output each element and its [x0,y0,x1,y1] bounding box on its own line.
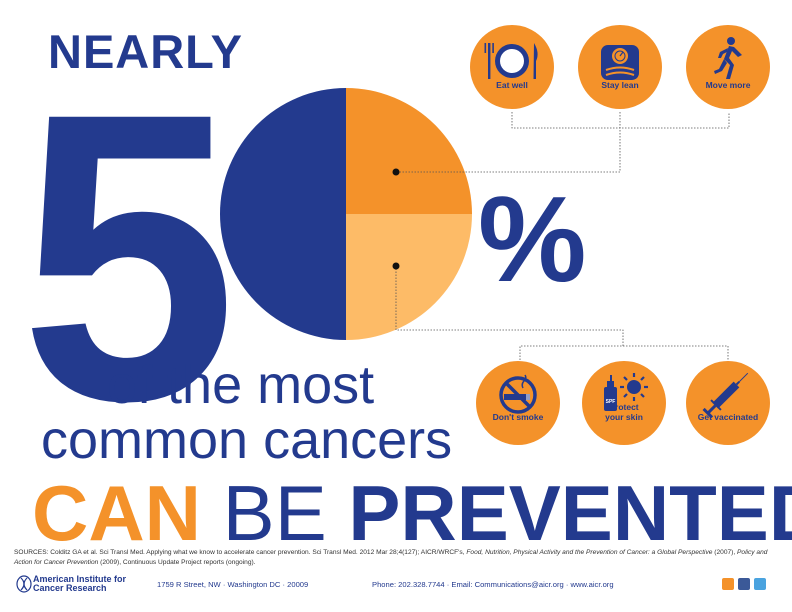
sources-suffix: (2009), Continuous Update Project report… [98,558,256,566]
action-dont-smoke: Don't smoke [476,361,560,445]
headline-five: 5 [20,27,237,486]
plate-fork-knife-icon [484,43,538,79]
headline-prevented-row: CAN BE PREVENTED [32,474,792,552]
org-name: American Institute for Cancer Research [33,574,127,594]
sources-title1: Food, Nutrition, Physical Activity and t… [466,549,650,556]
protect-line1: Protect [609,402,639,413]
org-name-line2: Cancer Research [33,583,107,594]
connector-dot-bottom [392,262,400,270]
sunscreen-sun-icon: SPF [604,373,648,411]
percent-sign: % [478,171,587,307]
action-label-eat-well: Eat well [496,80,528,91]
scale-icon [601,45,639,80]
action-label-get-vaccinated: Get vaccinated [697,412,759,423]
aicr-logo-icon [16,575,32,593]
action-move-more: Move more [686,25,770,109]
action-stay-lean: Stay lean [578,25,662,109]
action-protect-skin: SPF Protect your skin [582,361,666,445]
sources-title2: Policy and Action for Cancer Prevention [14,549,768,566]
twitter-icon[interactable] [754,578,766,590]
syringe-icon [702,372,749,419]
action-get-vaccinated: Get vaccinated [686,361,770,445]
pie-chart-zero [220,88,472,340]
pie-segment-lifestyle [346,88,472,214]
action-label-protect-skin: Protect your skin [605,403,643,423]
footer-contact: Phone: 202.328.7744 · Email: Communicati… [372,580,614,589]
protect-line2: your skin [605,412,643,423]
footer-address: 1759 R Street, NW · Washington DC · 2000… [157,580,309,589]
headline-be: BE [222,469,327,557]
action-label-stay-lean: Stay lean [601,80,639,91]
sources-prefix: SOURCES: Colditz GA et al. Sci Transl Me… [14,549,467,556]
subhead-line1: of the most [107,355,375,415]
subhead-line2: common cancers [41,410,453,470]
runner-icon [714,37,742,79]
sources-mid: (2007), [712,549,738,556]
pie-segment-other-preventable [346,214,472,340]
action-label-move-more: Move more [705,80,751,91]
facebook-icon[interactable] [738,578,750,590]
rss-icon[interactable] [722,578,734,590]
sources-title1b: a Global Perspective [651,549,713,556]
headline-can: CAN [32,469,201,557]
action-eat-well: Eat well [470,25,554,109]
spf-label: SPF [606,399,616,405]
connector-dot-top [392,168,400,176]
headline-prevented: PREVENTED [348,469,792,557]
action-label-dont-smoke: Don't smoke [492,412,544,423]
sources-text: SOURCES: Colditz GA et al. Sci Transl Me… [14,548,784,567]
headline-nearly: NEARLY [48,25,243,78]
pie-segment-not-preventable [220,88,346,340]
no-smoking-icon [499,374,537,414]
org-name-line1: American Institute for [33,574,127,584]
